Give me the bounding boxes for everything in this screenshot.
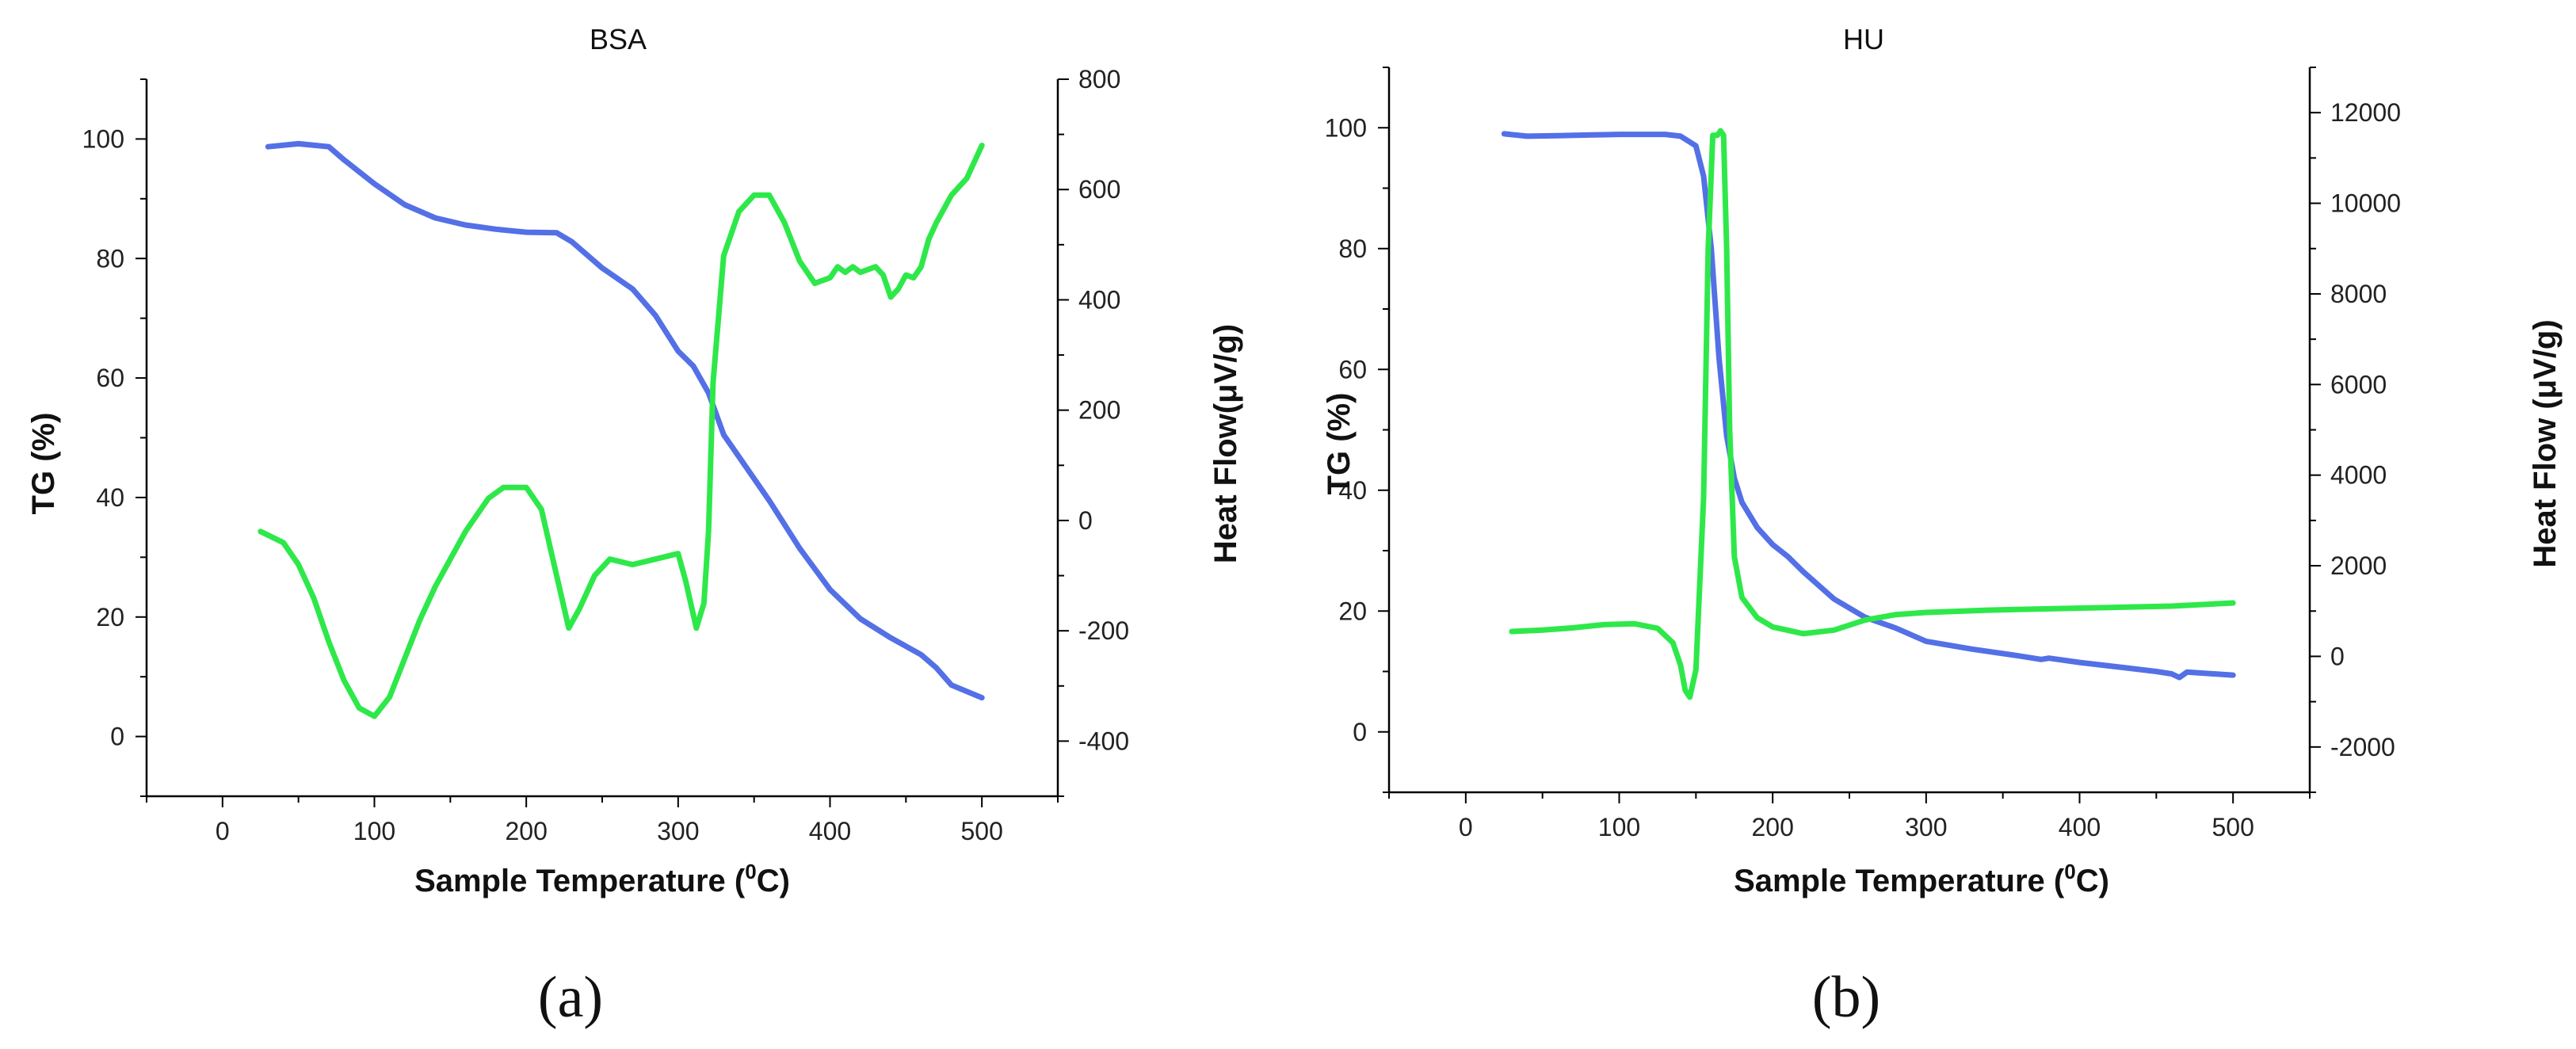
- series-line-heat-flow-hu: [1509, 128, 2236, 700]
- y-tick-label-hu: 40: [1338, 476, 1367, 505]
- series-line-tg-bsa: [265, 140, 985, 701]
- y-tick-label-bsa: 40: [96, 483, 124, 512]
- y2-tick-label-bsa: 0: [1078, 506, 1093, 535]
- panel-label-a: (a): [538, 965, 603, 1030]
- series-line-tg-hu: [1501, 131, 2236, 681]
- x-axis-title-bsa: Sample Temperature (0C): [414, 860, 790, 898]
- x-tick-label-bsa: 500: [960, 817, 1002, 845]
- series-layer-bsa: [258, 140, 985, 719]
- x-tick-label-hu: 400: [2059, 813, 2101, 841]
- x-tick-label-hu: 0: [1459, 813, 1473, 841]
- y2-tick-label-bsa: -400: [1078, 727, 1129, 755]
- x-tick-label-bsa: 200: [505, 817, 547, 845]
- y2-tick-label-hu: 12000: [2330, 98, 2401, 127]
- x-tick-label-bsa: 100: [353, 817, 395, 845]
- y-tick-label-hu: 100: [1325, 113, 1367, 142]
- x-tick-label-hu: 500: [2212, 813, 2254, 841]
- chart-hu: HU 0 100 200 300 400 500 0 20 40 60 80 100 -2000 0 200…: [1322, 23, 2563, 1030]
- y2-tick-label-bsa: 800: [1078, 65, 1120, 93]
- series-layer-hu: [1501, 128, 2236, 700]
- y2-tick-label-bsa: 200: [1078, 396, 1120, 425]
- y2-tick-label-hu: -2000: [2330, 733, 2395, 761]
- y2-axis-title-hu: Heat Flow (μV/g): [2528, 319, 2563, 567]
- y2-tick-label-bsa: 400: [1078, 285, 1120, 314]
- axes-hu: 0 100 200 300 400 500 0 20 40 60 80 100 -2000 0 2000 40…: [1325, 67, 2401, 841]
- y-tick-label-hu: 0: [1353, 718, 1367, 746]
- y-tick-label-bsa: 80: [96, 244, 124, 273]
- y2-tick-label-hu: 8000: [2330, 280, 2387, 308]
- y-axis-title-hu: TG (%): [1322, 393, 1357, 495]
- series-line-heat-flow-bsa: [258, 143, 985, 719]
- y2-tick-label-hu: 6000: [2330, 370, 2387, 399]
- chart-title-bsa: BSA: [590, 23, 647, 55]
- y2-tick-label-bsa: -200: [1078, 616, 1129, 645]
- y2-tick-label-bsa: 600: [1078, 175, 1120, 204]
- chart-title-hu: HU: [1843, 23, 1884, 55]
- chart-bsa: BSA 0 100 200 300 400 500 0 20 40 60 80 100 -400 -200…: [26, 23, 1243, 1030]
- x-tick-label-hu: 300: [1905, 813, 1947, 841]
- x-tick-label-bsa: 300: [657, 817, 699, 845]
- axes-bsa: 0 100 200 300 400 500 0 20 40 60 80 100 -400 -200 0 200…: [82, 65, 1129, 845]
- y-tick-label-bsa: 100: [82, 124, 124, 153]
- y-axis-title-bsa: TG (%): [26, 413, 61, 515]
- y2-tick-label-hu: 2000: [2330, 551, 2387, 580]
- x-axis-title-hu: Sample Temperature (0C): [1734, 860, 2109, 898]
- y-tick-label-hu: 60: [1338, 355, 1367, 383]
- y2-tick-label-hu: 10000: [2330, 189, 2401, 218]
- x-tick-label-bsa: 0: [216, 817, 230, 845]
- y2-tick-label-hu: 0: [2330, 642, 2345, 670]
- panel-label-b: (b): [1812, 965, 1880, 1030]
- y-tick-label-bsa: 0: [110, 723, 124, 751]
- y-tick-label-bsa: 60: [96, 364, 124, 392]
- y2-tick-label-hu: 4000: [2330, 461, 2387, 490]
- x-tick-label-hu: 100: [1598, 813, 1640, 841]
- x-tick-label-bsa: 400: [809, 817, 851, 845]
- y-tick-label-bsa: 20: [96, 603, 124, 631]
- y-tick-label-hu: 80: [1338, 235, 1367, 263]
- y-tick-label-hu: 20: [1338, 597, 1367, 625]
- y2-axis-title-bsa: Heat Flow(μV/g): [1208, 324, 1243, 563]
- x-tick-label-hu: 200: [1751, 813, 1793, 841]
